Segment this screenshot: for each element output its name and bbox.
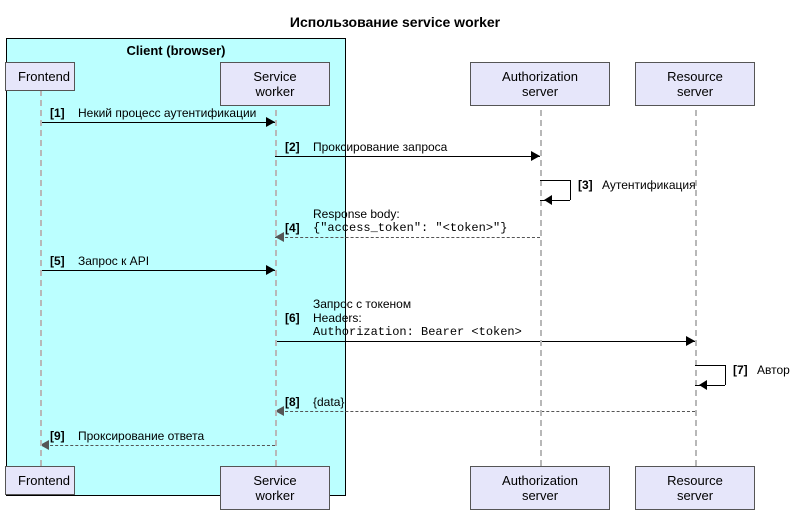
participant-frontend-top: Frontend <box>5 62 75 91</box>
message-seq-m7: [7] <box>733 363 748 377</box>
message-text-m7: Авторизация <box>757 363 790 377</box>
message-seq-m1: [1] <box>50 106 65 120</box>
participant-resourceserver-bottom: Resource server <box>635 466 755 510</box>
message-seq-m8: [8] <box>285 395 300 409</box>
lifeline-frontend <box>40 90 42 466</box>
message-text-m3: Аутентификация <box>602 178 696 192</box>
message-seq-m9: [9] <box>50 429 65 443</box>
participant-frontend-bottom: Frontend <box>5 466 75 495</box>
lifeline-resourceserver <box>695 90 697 466</box>
message-seq-m3: [3] <box>578 178 593 192</box>
lifeline-serviceworker <box>275 90 277 466</box>
diagram-title: Использование service worker <box>0 0 790 40</box>
client-label: Client (browser) <box>7 39 345 62</box>
message-text-m6: Запрос с токеномHeaders:Authorization: B… <box>313 297 522 339</box>
message-text-m5: Запрос к API <box>78 254 149 268</box>
message-seq-m4: [4] <box>285 221 300 235</box>
message-text-m8: {data} <box>313 395 344 409</box>
participant-authserver-top: Authorization server <box>470 62 610 106</box>
lifeline-authserver <box>540 90 542 466</box>
participant-serviceworker-bottom: Service worker <box>220 466 330 510</box>
diagram-root: Использование service worker Client (bro… <box>0 0 790 40</box>
message-text-m9: Проксирование ответа <box>78 429 204 443</box>
message-text-m1: Некий процесс аутентификации <box>78 106 256 120</box>
message-text-m2: Проксирование запроса <box>313 140 447 154</box>
message-seq-m2: [2] <box>285 140 300 154</box>
message-text-m4: Response body:{"access_token": "<token>"… <box>313 207 507 235</box>
participant-resourceserver-top: Resource server <box>635 62 755 106</box>
participant-authserver-bottom: Authorization server <box>470 466 610 510</box>
message-seq-m6: [6] <box>285 311 300 325</box>
participant-serviceworker-top: Service worker <box>220 62 330 106</box>
message-seq-m5: [5] <box>50 254 65 268</box>
